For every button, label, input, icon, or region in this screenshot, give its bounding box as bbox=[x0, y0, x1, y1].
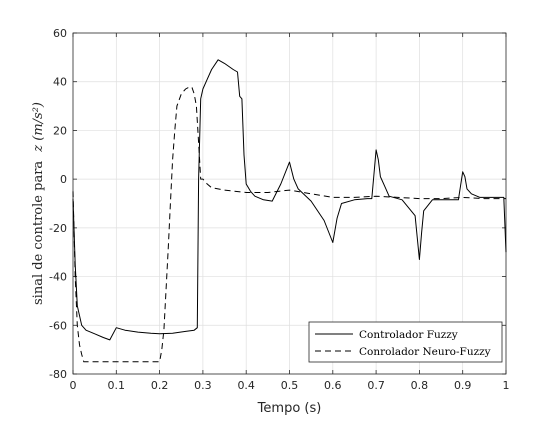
y-tick-label: 0 bbox=[60, 173, 67, 186]
legend-label-fuzzy: Controlador Fuzzy bbox=[359, 329, 458, 341]
y-tick-label: 40 bbox=[53, 76, 67, 89]
legend: Controlador Fuzzy Conrolador Neuro-Fuzzy bbox=[308, 321, 503, 363]
x-tick-label: 1 bbox=[503, 379, 510, 392]
y-tick-label: 20 bbox=[53, 124, 67, 137]
axis-ticks bbox=[72, 32, 507, 375]
x-tick-label: 0.9 bbox=[454, 379, 472, 392]
y-axis-label-text: sinal de controle para bbox=[31, 161, 46, 305]
x-tick-labels: 0 0.1 0.2 0.3 0.4 0.5 0.6 0.7 0.8 0.9 1 bbox=[70, 379, 510, 392]
y-axis-label: sinal de controle para z (m/s²) bbox=[31, 102, 46, 305]
x-tick-label: 0.2 bbox=[151, 379, 169, 392]
legend-box bbox=[308, 321, 503, 363]
x-tick-label: 0.8 bbox=[411, 379, 429, 392]
x-tick-label: 0.6 bbox=[324, 379, 342, 392]
y-tick-labels: -80 -60 -40 -20 0 20 40 60 bbox=[49, 27, 67, 381]
y-tick-label: 60 bbox=[53, 27, 67, 40]
x-tick-label: 0.7 bbox=[367, 379, 385, 392]
series-lines bbox=[72, 59, 507, 363]
x-tick-label: 0.4 bbox=[237, 379, 255, 392]
x-tick-label: 0.5 bbox=[281, 379, 299, 392]
y-tick-label: -60 bbox=[49, 319, 67, 332]
legend-label-neuro-fuzzy: Conrolador Neuro-Fuzzy bbox=[359, 346, 491, 358]
y-tick-label: -20 bbox=[49, 222, 67, 235]
y-tick-label: -80 bbox=[49, 368, 67, 381]
x-tick-label: 0.1 bbox=[108, 379, 126, 392]
series-line-neuro-fuzzy bbox=[72, 86, 506, 363]
x-tick-label: 0.3 bbox=[194, 379, 212, 392]
y-tick-label: -40 bbox=[49, 271, 67, 284]
series-line-fuzzy bbox=[72, 59, 507, 341]
x-axis-label: Tempo (s) bbox=[257, 401, 322, 416]
x-tick-label: 0 bbox=[70, 379, 77, 392]
y-axis-label-math: z (m/s²) bbox=[31, 102, 46, 153]
